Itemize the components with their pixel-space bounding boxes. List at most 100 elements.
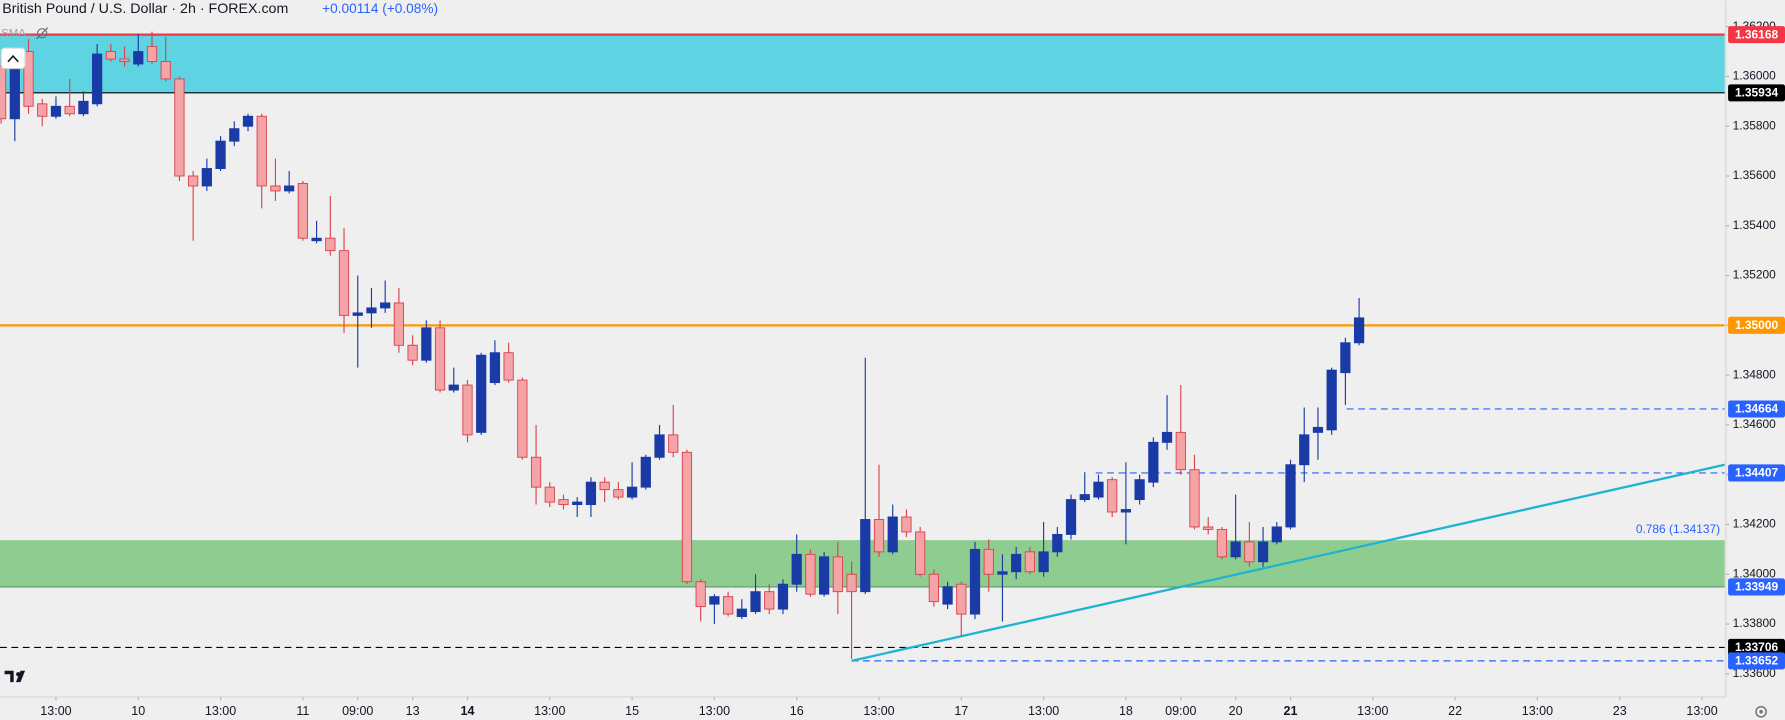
x-tick-label: 09:00 [1165, 704, 1196, 718]
x-tick-label: 21 [1284, 704, 1298, 718]
candle-body [599, 481, 610, 491]
candle-body [338, 250, 350, 316]
y-tick-label: 1.34600 [1733, 417, 1777, 431]
price-label-box [1728, 316, 1785, 334]
candle-body [407, 344, 418, 361]
candle-body [997, 571, 1008, 575]
price-label: 1.35000 [1735, 318, 1779, 332]
candle-body [668, 434, 679, 453]
candle-body [626, 486, 638, 498]
candle-body [311, 237, 322, 242]
x-tick-label: 13:00 [534, 704, 565, 718]
candle-body [709, 596, 720, 605]
candle-body [791, 553, 802, 585]
price-label: 1.34407 [1735, 466, 1779, 480]
candle-body [1038, 551, 1049, 573]
candle-body [901, 516, 912, 533]
price-label: 1.36168 [1735, 27, 1779, 41]
candle-body [256, 115, 267, 187]
candle-body [558, 499, 569, 506]
candle-body [1257, 541, 1269, 563]
trendline [851, 463, 1725, 662]
candle-body [1065, 499, 1077, 535]
candle-body [64, 105, 75, 115]
candle-body [572, 501, 583, 506]
candle-body [942, 586, 953, 605]
zone [0, 34, 1725, 93]
candle-body [1203, 526, 1214, 530]
indicator-label[interactable]: SMA [1, 27, 26, 39]
x-tick-label: 16 [790, 704, 804, 718]
candle-body [915, 531, 926, 575]
candle-body [1024, 551, 1036, 573]
candle-body [50, 105, 62, 117]
x-tick-label: 14 [461, 704, 475, 718]
candle-body [722, 596, 734, 615]
candle-body [640, 456, 651, 488]
x-tick-label: 09:00 [342, 704, 373, 718]
candle-body [1299, 434, 1310, 466]
x-tick-label: 13:00 [1028, 704, 1059, 718]
y-tick-label: 1.35400 [1733, 218, 1777, 232]
x-tick-label: 13 [406, 704, 420, 718]
x-tick-label: 13:00 [205, 704, 236, 718]
candle-body [681, 451, 693, 583]
x-tick-label: 11 [296, 704, 309, 718]
x-tick-label: 13:00 [699, 704, 730, 718]
collapse-button[interactable] [0, 47, 26, 70]
x-tick-label: 13:00 [1522, 704, 1553, 718]
candle-body [1230, 541, 1241, 558]
price-label: 1.33652 [1735, 654, 1779, 668]
candle-body [352, 312, 363, 316]
candle-body [969, 548, 981, 615]
candle-body [736, 608, 747, 618]
candle-body [325, 237, 336, 252]
candle-body [380, 302, 391, 309]
price-label: 1.35934 [1735, 86, 1779, 100]
candle-body [1353, 317, 1365, 344]
candle-body [1244, 541, 1255, 563]
price-label-box [1728, 26, 1785, 44]
candle-body [1093, 481, 1104, 498]
x-tick-label: 13:00 [1357, 704, 1388, 718]
candle-body [873, 519, 885, 553]
candle-body [860, 519, 871, 593]
settings-icon[interactable] [1755, 705, 1767, 718]
hide-icon[interactable] [36, 27, 49, 40]
candle-body [393, 302, 405, 346]
candle-body [9, 66, 20, 120]
candle-body [476, 354, 487, 433]
x-tick-label: 17 [954, 704, 968, 718]
candle-body [1134, 479, 1145, 501]
candle-body [1175, 431, 1186, 471]
candle-body [654, 434, 665, 458]
candle-body [434, 327, 446, 391]
price-label-box [1728, 652, 1785, 670]
y-tick-label: 1.35200 [1733, 268, 1777, 282]
price-change: +0.00114 (+0.08%) [322, 1, 438, 16]
y-tick-label: 1.34200 [1733, 517, 1777, 531]
price-label-box [1728, 400, 1785, 418]
candle-body [544, 486, 555, 503]
price-axis-panel [1725, 0, 1785, 720]
price-label: 1.33706 [1735, 640, 1779, 654]
x-tick-label: 13:00 [40, 704, 71, 718]
price-label-box [1728, 638, 1785, 656]
candle-body [1079, 494, 1090, 501]
y-tick-label: 1.34000 [1733, 566, 1777, 580]
candle-body [1285, 464, 1296, 528]
price-label-box [1728, 464, 1785, 482]
candle-body [119, 58, 130, 62]
x-tick-label: 22 [1448, 704, 1462, 718]
candle-body [78, 100, 89, 115]
y-tick-label: 1.33800 [1733, 616, 1777, 630]
candle-body [530, 456, 542, 488]
candle-body [1161, 431, 1173, 443]
candle-body [983, 548, 994, 575]
candle-body [133, 51, 144, 65]
candle-body [956, 583, 967, 615]
y-tick-label: 1.35800 [1733, 118, 1777, 132]
candle-body [105, 51, 116, 60]
